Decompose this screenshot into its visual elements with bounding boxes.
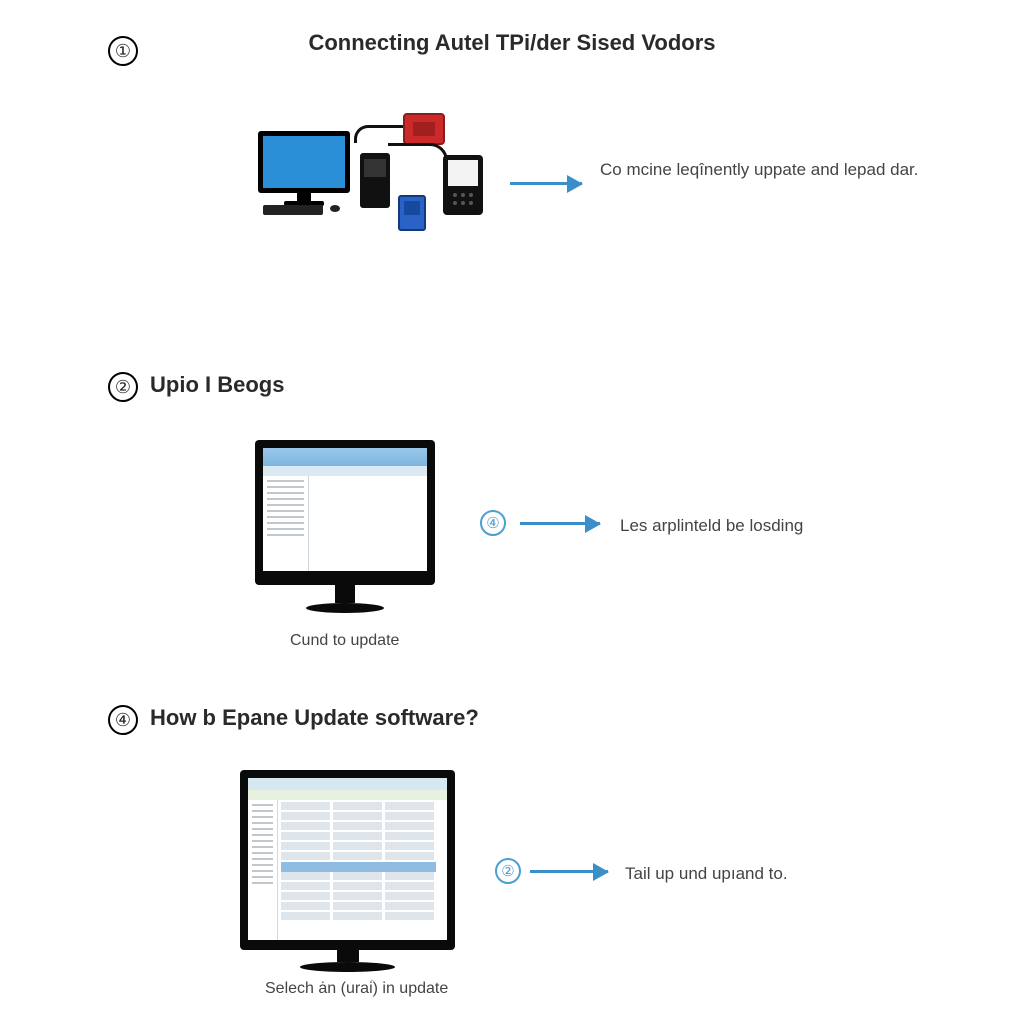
blue-device-icon <box>398 195 426 231</box>
step-2-caption: Cund to update <box>290 632 399 650</box>
step-4-substep-marker: ② <box>495 858 521 884</box>
keyboard-icon <box>263 205 323 215</box>
step-1-description: Co mcine leqînently uppate and lepad dar… <box>600 158 919 182</box>
software-window-monitor-icon <box>255 440 435 613</box>
step-4-description: Tail up und upıand to. <box>625 862 788 886</box>
mouse-icon <box>330 205 340 212</box>
step-4-marker: ④ <box>108 705 138 735</box>
step-2-marker: ② <box>108 372 138 402</box>
arrow-icon <box>530 870 608 873</box>
update-list-monitor-icon <box>240 770 455 972</box>
handheld-scanner-icon <box>443 155 483 215</box>
arrow-icon <box>520 522 600 525</box>
step-1-marker: ① <box>108 36 138 66</box>
step-2-description: Les arplinteld be losding <box>620 514 803 538</box>
page-title: Connecting Autel TPi/der Sised Vodors <box>0 30 1024 56</box>
step-1-illustration <box>258 125 488 245</box>
step-2-substep-marker: ④ <box>480 510 506 536</box>
red-device-icon <box>403 113 445 145</box>
cable-icon <box>354 125 409 143</box>
black-device-icon <box>360 153 390 208</box>
step-4-heading: How b Epane Update software? <box>150 705 479 731</box>
cable-icon <box>388 143 448 173</box>
step-4-caption: Selech ȧn (uraؘi) in update <box>265 980 448 998</box>
arrow-icon <box>510 182 582 185</box>
step-2-heading: Upio I Beogs <box>150 372 284 398</box>
